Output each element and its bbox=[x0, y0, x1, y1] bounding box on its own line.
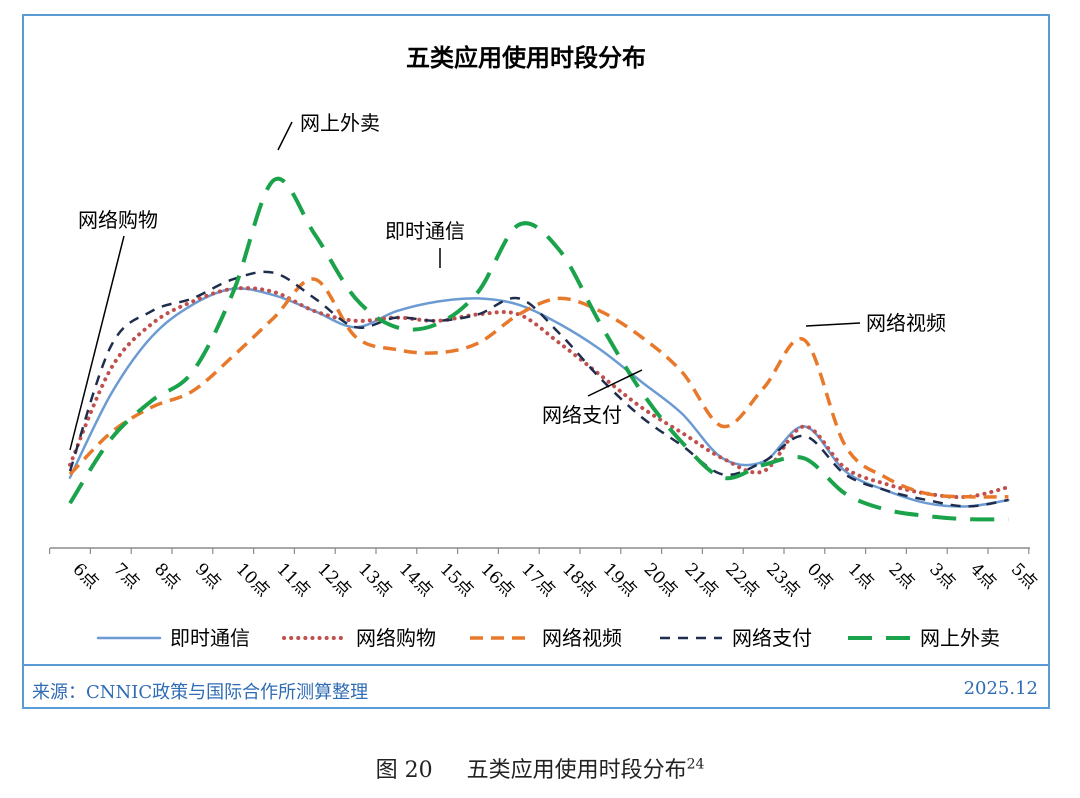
x-tick-label: 3点 bbox=[925, 559, 959, 593]
x-tick-label: 13点 bbox=[354, 559, 395, 600]
series-line-网络购物 bbox=[68, 286, 1011, 500]
x-tick-label: 0点 bbox=[803, 559, 837, 593]
x-tick-label: 23点 bbox=[762, 559, 803, 600]
annotation-leader-网络购物 bbox=[69, 235, 125, 451]
annotation-label-网络支付: 网络支付 bbox=[542, 403, 622, 427]
x-tick-label: 6点 bbox=[68, 559, 102, 593]
series-line-网络支付 bbox=[68, 270, 1009, 508]
series-line-即时通信 bbox=[68, 287, 1010, 508]
x-tick-label: 8点 bbox=[150, 559, 184, 593]
legend-label-网上外卖: 网上外卖 bbox=[920, 626, 1000, 650]
x-tick-label: 18点 bbox=[558, 559, 599, 600]
footer-divider bbox=[24, 664, 1048, 666]
x-tick-label: 12点 bbox=[313, 559, 354, 600]
x-tick-label: 16点 bbox=[476, 559, 517, 600]
source-note: 来源：CNNIC政策与国际合作所测算整理 bbox=[32, 682, 369, 703]
x-tick-label: 4点 bbox=[966, 559, 1000, 593]
figure-label: 图 20 bbox=[375, 758, 433, 783]
x-tick-label: 10点 bbox=[232, 559, 273, 600]
x-tick-label: 22点 bbox=[721, 559, 762, 600]
annotation-label-网络视频: 网络视频 bbox=[866, 311, 946, 335]
x-axis: 6点 7点 8点 9点 10点 11点 12点 13点 14点 15点 16点 17点 18点 19点 20… bbox=[48, 547, 1041, 601]
x-tick-label: 14点 bbox=[395, 559, 436, 600]
series-line-网络视频 bbox=[68, 277, 1009, 499]
annotation-label-网络购物: 网络购物 bbox=[78, 208, 158, 232]
legend-label-网络视频: 网络视频 bbox=[542, 626, 622, 650]
x-tick-label: 1点 bbox=[844, 559, 878, 593]
x-tick-label: 17点 bbox=[517, 559, 558, 600]
x-tick-label: 20点 bbox=[640, 559, 681, 600]
date-note: 2025.12 bbox=[963, 678, 1038, 699]
annotation-label-即时通信: 即时通信 bbox=[385, 219, 465, 243]
x-tick-label: 15点 bbox=[436, 559, 477, 600]
x-tick-label: 9点 bbox=[191, 559, 225, 593]
annotation-leader-网上外卖 bbox=[277, 121, 293, 151]
x-tick-label: 21点 bbox=[680, 559, 721, 600]
legend-label-网络支付: 网络支付 bbox=[732, 626, 812, 650]
x-tick-label: 2点 bbox=[884, 559, 918, 593]
annotation-leader-网络支付 bbox=[587, 369, 643, 397]
annotation-label-网上外卖: 网上外卖 bbox=[300, 111, 380, 135]
annotation-leader-网络视频 bbox=[805, 322, 861, 327]
x-tick-label: 19点 bbox=[599, 559, 640, 600]
figure-caption: 图 20 五类应用使用时段分布24 bbox=[0, 752, 1080, 784]
chart-frame bbox=[22, 14, 1050, 709]
series-line-网上外卖 bbox=[68, 176, 1009, 522]
x-tick-label: 7点 bbox=[109, 559, 143, 593]
footnote-ref: 24 bbox=[686, 756, 705, 773]
chart-title: 五类应用使用时段分布 bbox=[406, 44, 646, 72]
x-tick-label: 5点 bbox=[1007, 559, 1041, 593]
legend-label-网络购物: 网络购物 bbox=[356, 626, 436, 650]
series-layer bbox=[68, 176, 1011, 522]
figure-title: 五类应用使用时段分布 bbox=[466, 758, 687, 783]
legend-label-即时通信: 即时通信 bbox=[170, 626, 250, 650]
legend: 即时通信 网络购物 网络视频 网络支付 网上外卖 bbox=[96, 626, 1000, 650]
x-tick-label: 11点 bbox=[272, 559, 313, 600]
